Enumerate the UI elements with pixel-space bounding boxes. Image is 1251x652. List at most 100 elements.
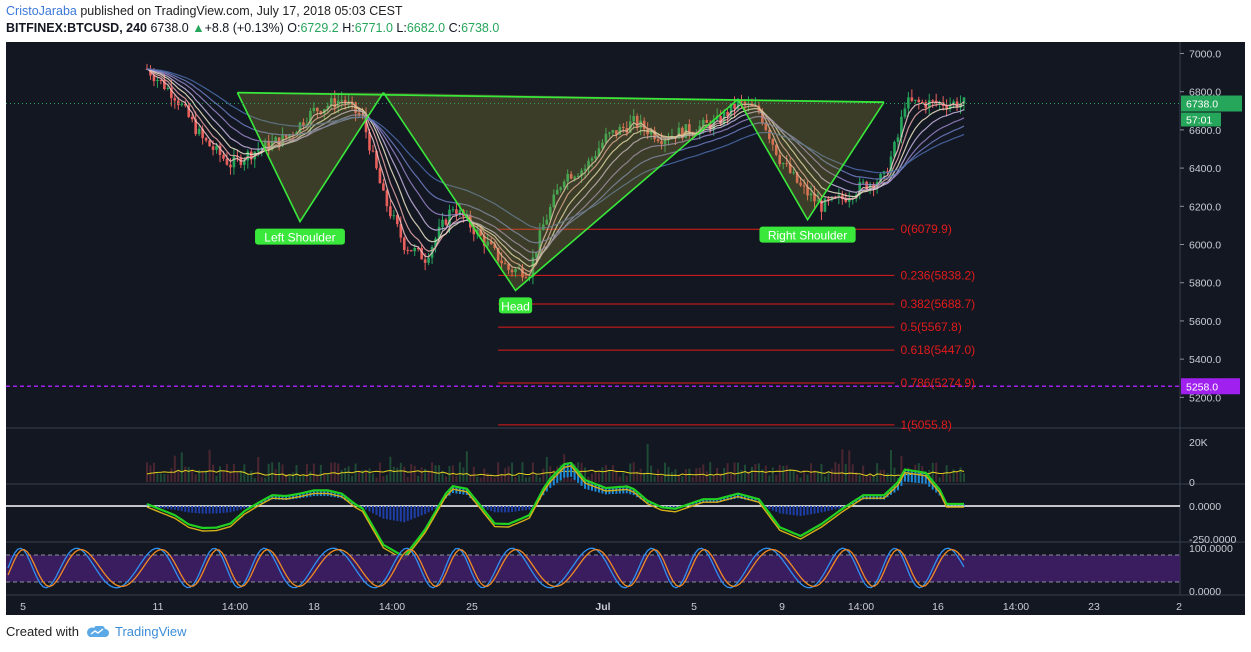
tradingview-brand[interactable]: TradingView (85, 624, 187, 639)
volume-bar (632, 462, 635, 482)
candle-body (382, 183, 385, 191)
candle-body (552, 194, 556, 208)
candle-body (931, 100, 935, 102)
chart-background (6, 42, 1245, 615)
volume-bar (963, 473, 965, 482)
oscillator-histogram-bar (670, 506, 673, 508)
volume-bar (865, 475, 868, 482)
price-change: +8.8 (+0.13%) (204, 21, 284, 35)
oscillator-histogram-bar (215, 506, 218, 514)
oscillator-histogram-bar (396, 506, 399, 522)
volume-bar (757, 463, 760, 482)
pattern-label: Head (501, 299, 530, 313)
brand-label[interactable]: TradingView (114, 624, 187, 639)
volume-bar (730, 473, 733, 482)
oscillator-histogram-bar (483, 506, 486, 509)
oscillator-histogram-bar (723, 497, 726, 501)
candle-body (329, 98, 333, 106)
volume-bar (170, 468, 173, 482)
candle-body (190, 116, 194, 120)
candle-body (719, 115, 722, 124)
oscillator-histogram-bar (281, 495, 284, 500)
oscillator-histogram-bar (813, 506, 816, 514)
oscillator-histogram-bar (507, 506, 510, 513)
volume-bar (538, 477, 541, 482)
candle-body (576, 175, 580, 177)
volume-bar (455, 476, 458, 482)
pattern-label-box (759, 226, 856, 243)
volume-bar (531, 462, 534, 482)
candle-body (194, 119, 197, 135)
volume-bar (844, 464, 847, 482)
volume-bar (229, 470, 232, 482)
oscillator-histogram-bar (803, 506, 806, 516)
up-arrow-icon: ▲ (192, 21, 205, 35)
oscillator-histogram-bar (371, 506, 374, 514)
candle-body (663, 139, 667, 145)
oscillator-histogram-bar (219, 506, 222, 514)
volume-bar (385, 475, 388, 482)
candle-body (246, 151, 250, 161)
candle-body (621, 126, 625, 129)
symbol-label[interactable]: BITFINEX:BTCUSD, 240 (6, 21, 147, 35)
oscillator-histogram-bar (674, 506, 677, 508)
oscillator-histogram-bar (796, 506, 799, 516)
candle-body (639, 120, 642, 128)
oscillator-histogram-bar (274, 495, 277, 500)
volume-bar (761, 469, 764, 482)
support-tag-label: 5258.0 (1186, 381, 1218, 393)
oscillator-histogram-bar (667, 506, 670, 508)
candle-body (416, 247, 420, 249)
high-value: 6771.0 (354, 21, 393, 35)
time-tick-label: 14:00 (848, 601, 874, 613)
volume-bar (239, 470, 242, 482)
candle-body (229, 164, 232, 168)
volume-bar (806, 474, 809, 482)
price-tick-label: 6600.0 (1189, 125, 1221, 137)
volume-bar (177, 470, 180, 482)
volume-bar (580, 463, 583, 482)
candle-body (197, 128, 201, 135)
volume-bar (406, 476, 409, 482)
volume-bar (733, 462, 736, 482)
candle-body (385, 190, 389, 207)
oscillator-histogram-bar (549, 478, 552, 488)
time-tick-label: 14:00 (222, 601, 248, 613)
oscillator-histogram-bar (194, 506, 197, 514)
oscillator-histogram-bar (517, 506, 520, 512)
oscillator-histogram-bar (563, 464, 566, 478)
volume-bar (524, 477, 527, 482)
candle-body (218, 145, 222, 156)
candle-body (176, 100, 180, 106)
volume-bar (403, 466, 406, 482)
volume-bar (486, 472, 489, 482)
oscillator-histogram-bar (716, 499, 719, 503)
oscillator-histogram-bar (806, 506, 809, 515)
volume-bar (156, 473, 159, 482)
oscillator-histogram-bar (740, 494, 743, 499)
price-tick-label: 6400.0 (1189, 163, 1221, 175)
oscillator-histogram-bar (907, 470, 910, 482)
candle-body (249, 151, 253, 160)
author-link[interactable]: CristoJaraba (6, 4, 77, 18)
oscillator-histogram-bar (789, 506, 792, 515)
ema-line-24 (146, 68, 965, 253)
candle-body (232, 156, 236, 168)
volume-bar (354, 463, 357, 482)
volume-bar (399, 462, 402, 482)
candle-body (375, 151, 378, 169)
candle-body (608, 132, 611, 134)
time-tick-label: Jul (595, 601, 610, 613)
volume-bar (458, 462, 461, 482)
volume-bar (816, 472, 819, 482)
price-chart[interactable]: 0(6079.9) 0.236(5838.2) 0.382(5688.7) 0.5(5… (6, 42, 1245, 615)
oscillator-histogram-bar (931, 481, 934, 490)
price-tick-label: 5800.0 (1189, 278, 1221, 290)
volume-bar (302, 475, 305, 482)
volume-bar (163, 474, 166, 482)
time-tick-label: 14:00 (1003, 601, 1029, 613)
oscillator-histogram-bar (514, 506, 517, 512)
oscillator-histogram-bar (709, 499, 712, 503)
time-tick-label: 5 (691, 601, 697, 613)
oscillator-histogram-bar (222, 506, 225, 513)
